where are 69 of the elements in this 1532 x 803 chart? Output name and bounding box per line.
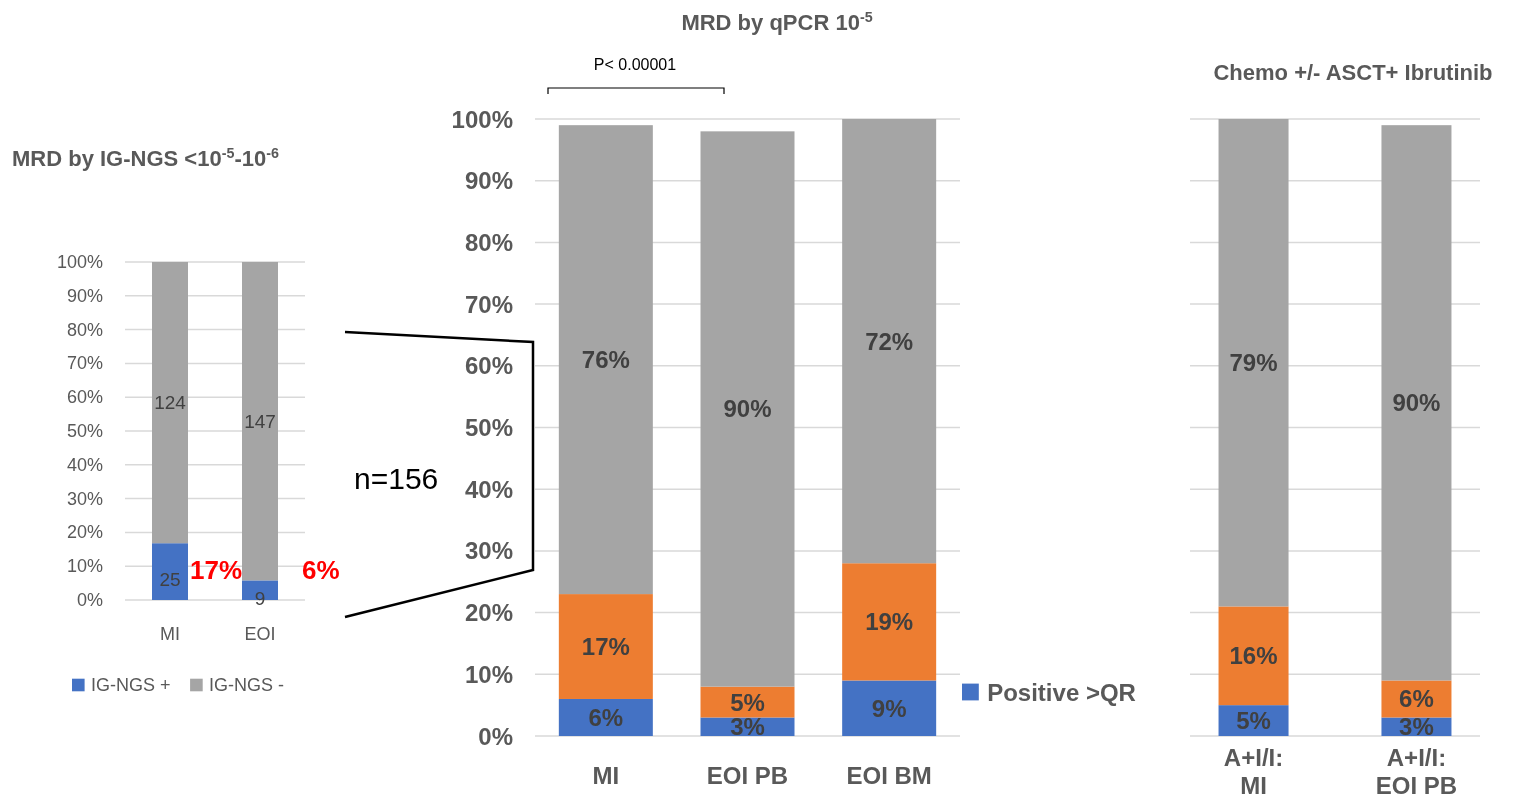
bar	[242, 262, 278, 581]
data-label: 3%	[1399, 713, 1434, 741]
legend-label: IG-NGS +	[90, 675, 171, 695]
y-tick-label: 60%	[66, 387, 103, 408]
annotation: 6%	[302, 554, 340, 585]
annotation: 147	[244, 410, 276, 432]
bar	[558, 125, 653, 595]
y-tick-label: 80%	[66, 319, 103, 340]
data-label: 6%	[1399, 685, 1434, 713]
x-tick-label: A+I/I: EOI PB	[1375, 744, 1458, 799]
chart-title: Chemo +/- ASCT+ Ibrutinib	[1213, 60, 1493, 85]
bar	[842, 119, 937, 564]
y-tick-label: 90%	[66, 285, 103, 306]
text: n=156	[354, 461, 439, 495]
bar	[152, 543, 188, 600]
chart-title: MRD by IG-NGS <10$^{-5}$-10$^{-6}$	[12, 145, 279, 171]
y-tick-label: 30%	[464, 537, 513, 565]
data-label: 90%	[723, 395, 772, 423]
x-tick-label: A+I/I: MI	[1223, 744, 1284, 799]
bar	[1218, 606, 1289, 706]
data-label: 5%	[730, 688, 765, 716]
chart-title: MRD by qPCR 10$^{-5}$	[681, 9, 873, 35]
annotation: 25	[159, 569, 181, 591]
x-tick-label: MI	[160, 624, 180, 644]
y-tick-label: 70%	[464, 290, 513, 318]
y-tick-label: 100%	[451, 105, 513, 133]
y-tick-label: 40%	[66, 454, 103, 475]
data-label: 5%	[1236, 707, 1271, 735]
x-tick-label: EOI	[244, 624, 276, 644]
y-tick-label: 40%	[464, 475, 513, 503]
legend-label: Positive >QR	[987, 678, 1136, 706]
y-tick-label: 0%	[76, 590, 103, 610]
bar	[152, 262, 188, 544]
bar	[558, 594, 653, 699]
data-label: 79%	[1229, 349, 1278, 377]
x-tick-label: MI	[592, 762, 620, 789]
y-tick-label: 30%	[66, 488, 103, 509]
data-label: 72%	[865, 327, 914, 355]
y-tick-label: 20%	[66, 522, 103, 543]
text: P< 0.00001	[593, 56, 677, 73]
y-tick-label: 90%	[464, 167, 513, 195]
x-tick-label: EOI PB	[706, 762, 789, 789]
bar	[842, 563, 937, 681]
y-tick-label: 50%	[464, 414, 513, 441]
y-tick-label: 50%	[66, 421, 103, 441]
y-tick-label: 60%	[464, 352, 513, 380]
bar	[1381, 125, 1452, 681]
data-label: 9%	[871, 694, 907, 722]
x-tick-label: EOI BM	[846, 762, 932, 789]
annotation: 124	[154, 392, 187, 414]
data-label: 19%	[865, 608, 914, 636]
y-tick-label: 10%	[464, 660, 513, 688]
y-tick-label: 0%	[478, 722, 513, 750]
data-label: 16%	[1229, 642, 1278, 670]
y-tick-label: 70%	[66, 353, 103, 374]
y-tick-label: 100%	[56, 252, 103, 272]
data-label: 90%	[1392, 389, 1441, 417]
data-label: 6%	[588, 703, 624, 731]
data-label: 17%	[581, 633, 630, 661]
annotation: 17%	[190, 554, 243, 585]
bar	[842, 680, 937, 736]
data-label: 3%	[730, 713, 765, 741]
legend-label: IG-NGS -	[209, 675, 284, 695]
y-tick-label: 80%	[464, 228, 513, 256]
bar	[1218, 119, 1289, 607]
y-tick-label: 10%	[66, 556, 103, 577]
y-tick-label: 20%	[464, 599, 513, 627]
data-label: 76%	[581, 346, 630, 374]
bar	[700, 131, 795, 687]
